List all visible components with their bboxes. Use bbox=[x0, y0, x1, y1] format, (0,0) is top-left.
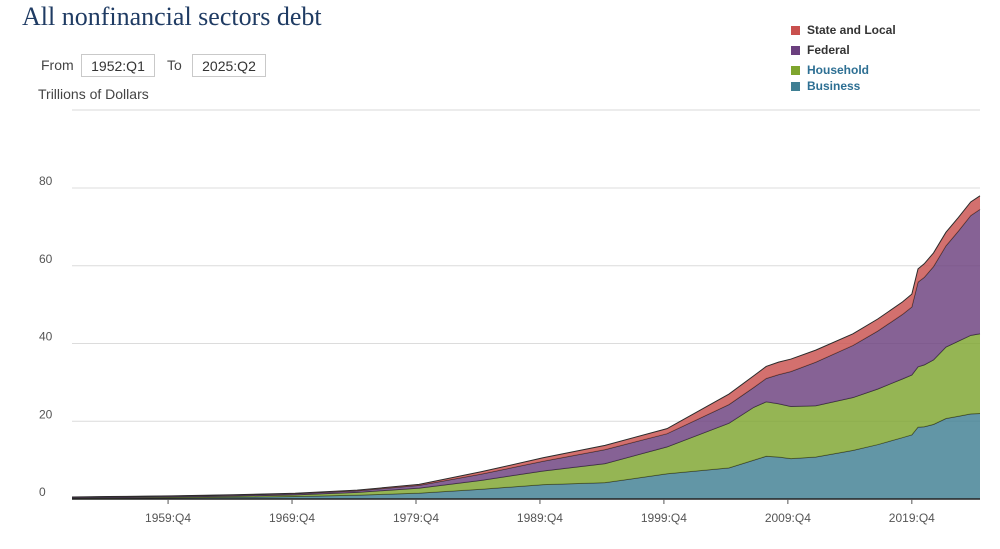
from-date-input[interactable]: 1952:Q1 bbox=[81, 54, 155, 77]
legend-label-state-and-local: State and Local bbox=[807, 23, 896, 37]
y-tick-label: 80 bbox=[39, 174, 53, 188]
y-tick-label: 60 bbox=[39, 252, 53, 266]
legend-label-business: Business bbox=[807, 79, 861, 93]
area-household bbox=[72, 333, 980, 499]
x-tick-label: 1989:Q4 bbox=[517, 511, 563, 525]
legend-swatch-state-and-local bbox=[791, 25, 800, 35]
y-tick-label: 40 bbox=[39, 330, 53, 344]
legend-swatch-business bbox=[791, 81, 800, 91]
legend-item-business[interactable]: Business bbox=[791, 79, 860, 93]
to-label: To bbox=[167, 57, 182, 73]
units-label: Trillions of Dollars bbox=[38, 86, 149, 102]
y-tick-label: 0 bbox=[39, 485, 46, 499]
legend-label-federal: Federal bbox=[807, 43, 850, 57]
line-state-and-local bbox=[71, 195, 981, 498]
legend-swatch-household bbox=[791, 65, 800, 75]
x-tick-label: 1999:Q4 bbox=[641, 511, 687, 525]
x-tick-label: 1959:Q4 bbox=[145, 511, 191, 525]
legend-label-household: Household bbox=[807, 63, 869, 77]
chart-title: All nonfinancial sectors debt bbox=[22, 2, 322, 31]
area-business bbox=[72, 413, 980, 499]
to-date-input[interactable]: 2025:Q2 bbox=[192, 54, 266, 77]
legend-swatch-federal bbox=[791, 45, 800, 55]
legend-item-federal[interactable]: Federal bbox=[791, 43, 850, 57]
x-tick-label: 2009:Q4 bbox=[765, 511, 811, 525]
x-tick-label: 1979:Q4 bbox=[393, 511, 439, 525]
x-tick-label: 2019:Q4 bbox=[889, 511, 935, 525]
x-tick-label: 1969:Q4 bbox=[269, 511, 315, 525]
legend-item-household[interactable]: Household bbox=[791, 63, 869, 77]
legend-item-state-and-local[interactable]: State and Local bbox=[791, 23, 896, 37]
y-tick-label: 20 bbox=[39, 407, 53, 421]
from-label: From bbox=[41, 57, 74, 73]
